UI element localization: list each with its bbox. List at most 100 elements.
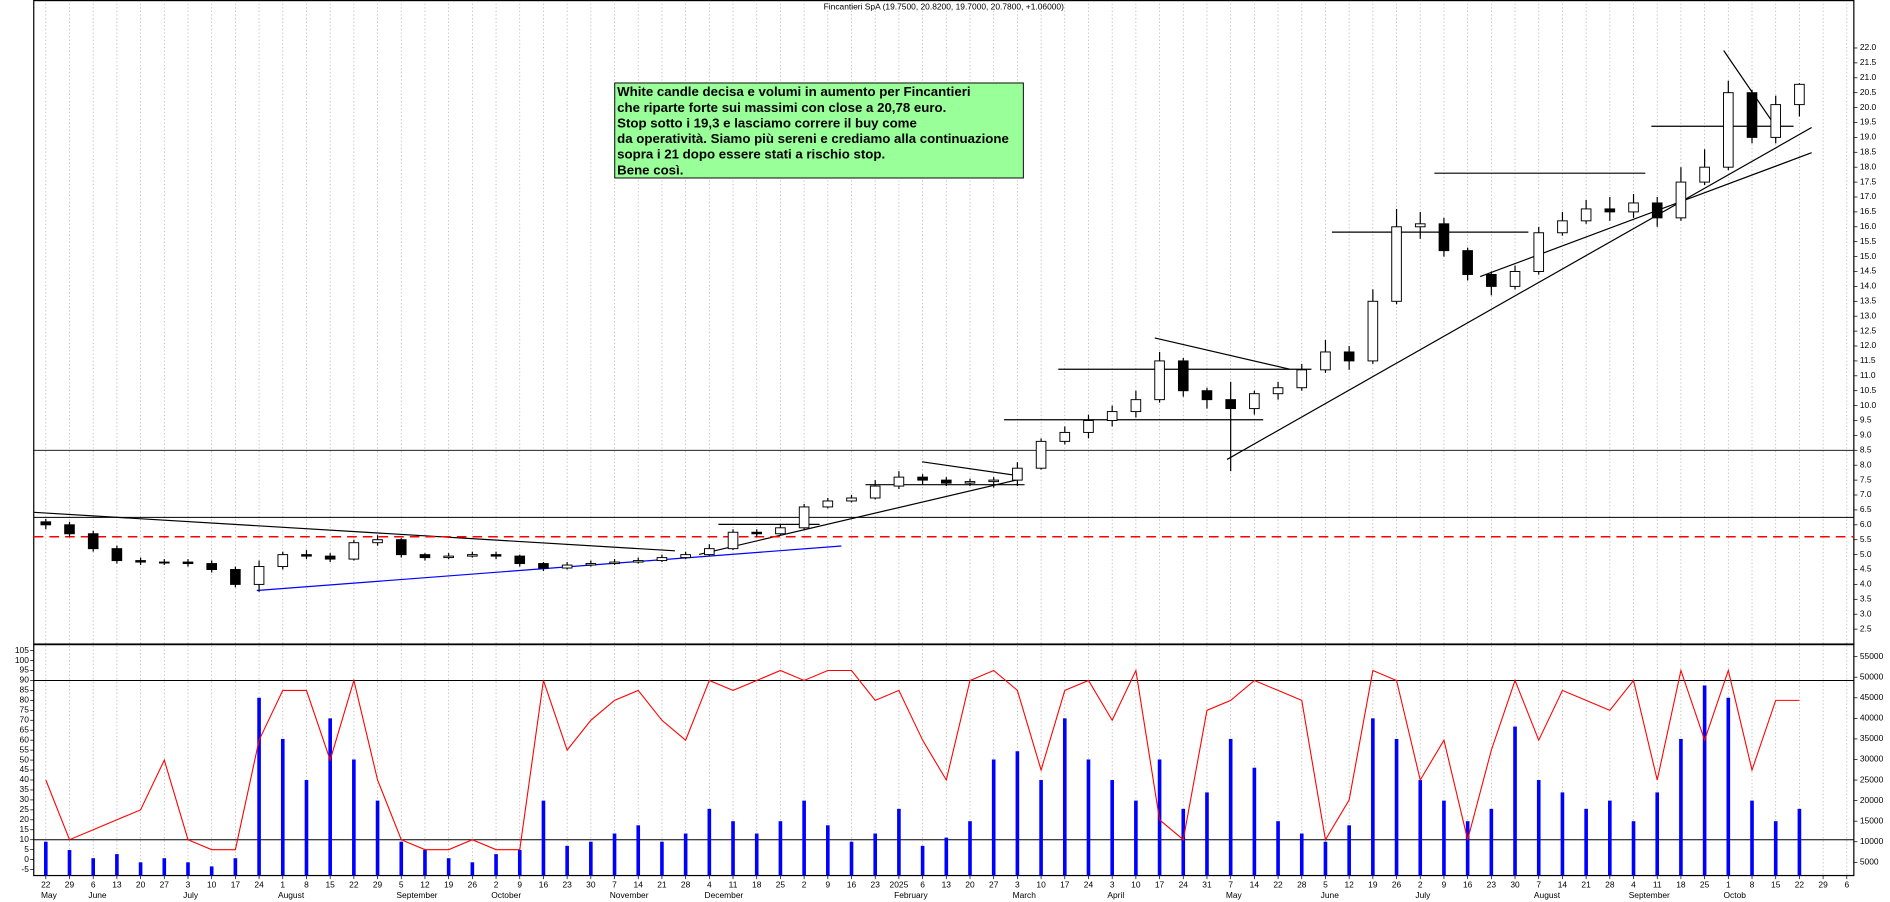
candle-body: [964, 481, 976, 484]
x-tick-label: 18: [752, 879, 762, 889]
y2-tick-label: 15000: [1860, 815, 1884, 825]
candle-body: [680, 554, 691, 559]
oscillator-line: [45, 668, 1800, 851]
volume-bar: [1394, 738, 1399, 876]
candle-body: [751, 531, 763, 535]
y2-tick-label: 35000: [1860, 733, 1884, 743]
y-tick-label: 10.0: [1860, 400, 1877, 410]
y-tick-label: 55: [20, 744, 30, 754]
volume-bar: [778, 821, 783, 876]
candle-body: [1225, 399, 1236, 410]
x-tick-label: 11: [729, 879, 738, 889]
candle-body: [1012, 467, 1023, 481]
volume-bar: [1442, 800, 1446, 876]
candle-body: [1794, 83, 1805, 106]
volume-bar: [470, 862, 475, 876]
candle-body: [846, 497, 857, 502]
volume-bar: [1134, 800, 1138, 876]
y-tick-label: 13.5: [1860, 296, 1877, 306]
candle-body: [1343, 351, 1355, 362]
y2-tick-label: 25000: [1860, 774, 1884, 784]
candle-body: [1272, 387, 1284, 395]
x-tick-label: 14: [1558, 879, 1568, 889]
x-tick-label: 24: [254, 879, 264, 889]
x-tick-label: 20: [965, 879, 975, 889]
x-tick-label: 22: [1795, 879, 1805, 889]
volume-bar: [1418, 780, 1423, 876]
y2-tick-label: 45000: [1860, 692, 1884, 702]
volume-bar: [707, 808, 712, 876]
y-tick-label: 100: [15, 655, 29, 665]
candle-body: [1083, 420, 1094, 433]
x-tick-label: 15: [1771, 879, 1781, 889]
x-tick-label: 5: [1323, 879, 1328, 889]
volume-bar: [1584, 808, 1588, 876]
candle-body: [1651, 202, 1663, 219]
y-tick-label: 6.0: [1860, 519, 1872, 529]
volume-bar: [43, 841, 48, 876]
volume-bar: [423, 849, 427, 876]
y-tick-label: 20: [20, 814, 30, 824]
candle-body: [514, 555, 526, 565]
candle-body: [704, 548, 715, 556]
x-tick-label: 13: [112, 879, 122, 889]
volume-bar: [660, 841, 664, 876]
candle-body: [158, 561, 170, 564]
candle-body: [277, 554, 289, 568]
month-label: December: [705, 890, 744, 900]
candle-body: [206, 563, 217, 570]
candle-body: [301, 554, 312, 557]
y-tick-label: 18.0: [1860, 161, 1877, 171]
x-tick-label: 2: [494, 879, 499, 889]
y-tick-label: 15: [20, 824, 30, 834]
volume-bar: [375, 800, 380, 876]
volume-bar: [138, 862, 143, 876]
volume-bar: [233, 858, 238, 876]
volume-bar: [162, 858, 167, 876]
x-tick-label: 4: [707, 879, 712, 889]
y2-tick-label: 10000: [1860, 836, 1884, 846]
candle-body: [419, 554, 431, 559]
candle-body: [1628, 202, 1639, 213]
volume-bar: [1299, 833, 1304, 876]
y-tick-label: 18.5: [1860, 147, 1877, 157]
trendline: [1226, 126, 1812, 460]
y-tick-label: 8.0: [1860, 459, 1872, 469]
x-tick-label: 19: [444, 879, 454, 889]
x-tick-label: 29: [373, 879, 383, 889]
x-tick-label: 3: [186, 879, 191, 889]
y-tick-label: 85: [20, 685, 30, 695]
y-tick-label: 16.0: [1860, 221, 1877, 231]
x-tick-label: 29: [1818, 879, 1828, 889]
y-tick-label: 10: [20, 834, 30, 844]
month-label: July: [1415, 890, 1431, 900]
candle-body: [1746, 92, 1758, 138]
x-tick-label: 14: [1250, 879, 1260, 889]
x-tick-label: 24: [1179, 879, 1189, 889]
y-tick-label: 80: [20, 695, 30, 705]
x-tick-label: 21: [657, 879, 667, 889]
y-tick-label: 30: [20, 794, 30, 804]
month-label: August: [1534, 890, 1561, 900]
y-tick-label: 4.0: [1860, 579, 1872, 589]
x-tick-label: 27: [989, 879, 999, 889]
y-tick-label: 75: [20, 705, 30, 715]
x-tick-label: 22: [1273, 879, 1283, 889]
candle-body: [348, 542, 360, 560]
x-tick-label: 27: [160, 879, 170, 889]
x-tick-label: 1: [280, 879, 285, 889]
y-tick-label: 4.5: [1860, 564, 1872, 574]
candle-body: [1580, 208, 1592, 222]
candle-body: [1130, 399, 1142, 413]
x-tick-label: 7: [1536, 879, 1541, 889]
month-label: September: [396, 890, 437, 900]
candle-body: [490, 554, 502, 557]
volume-bar: [115, 854, 119, 876]
candle-body: [1367, 300, 1379, 362]
trendline: [1723, 50, 1779, 131]
x-tick-label: 19: [1368, 879, 1378, 889]
x-tick-label: 26: [468, 879, 478, 889]
x-tick-label: 17: [1060, 879, 1070, 889]
y-tick-label: 21.0: [1860, 72, 1877, 82]
